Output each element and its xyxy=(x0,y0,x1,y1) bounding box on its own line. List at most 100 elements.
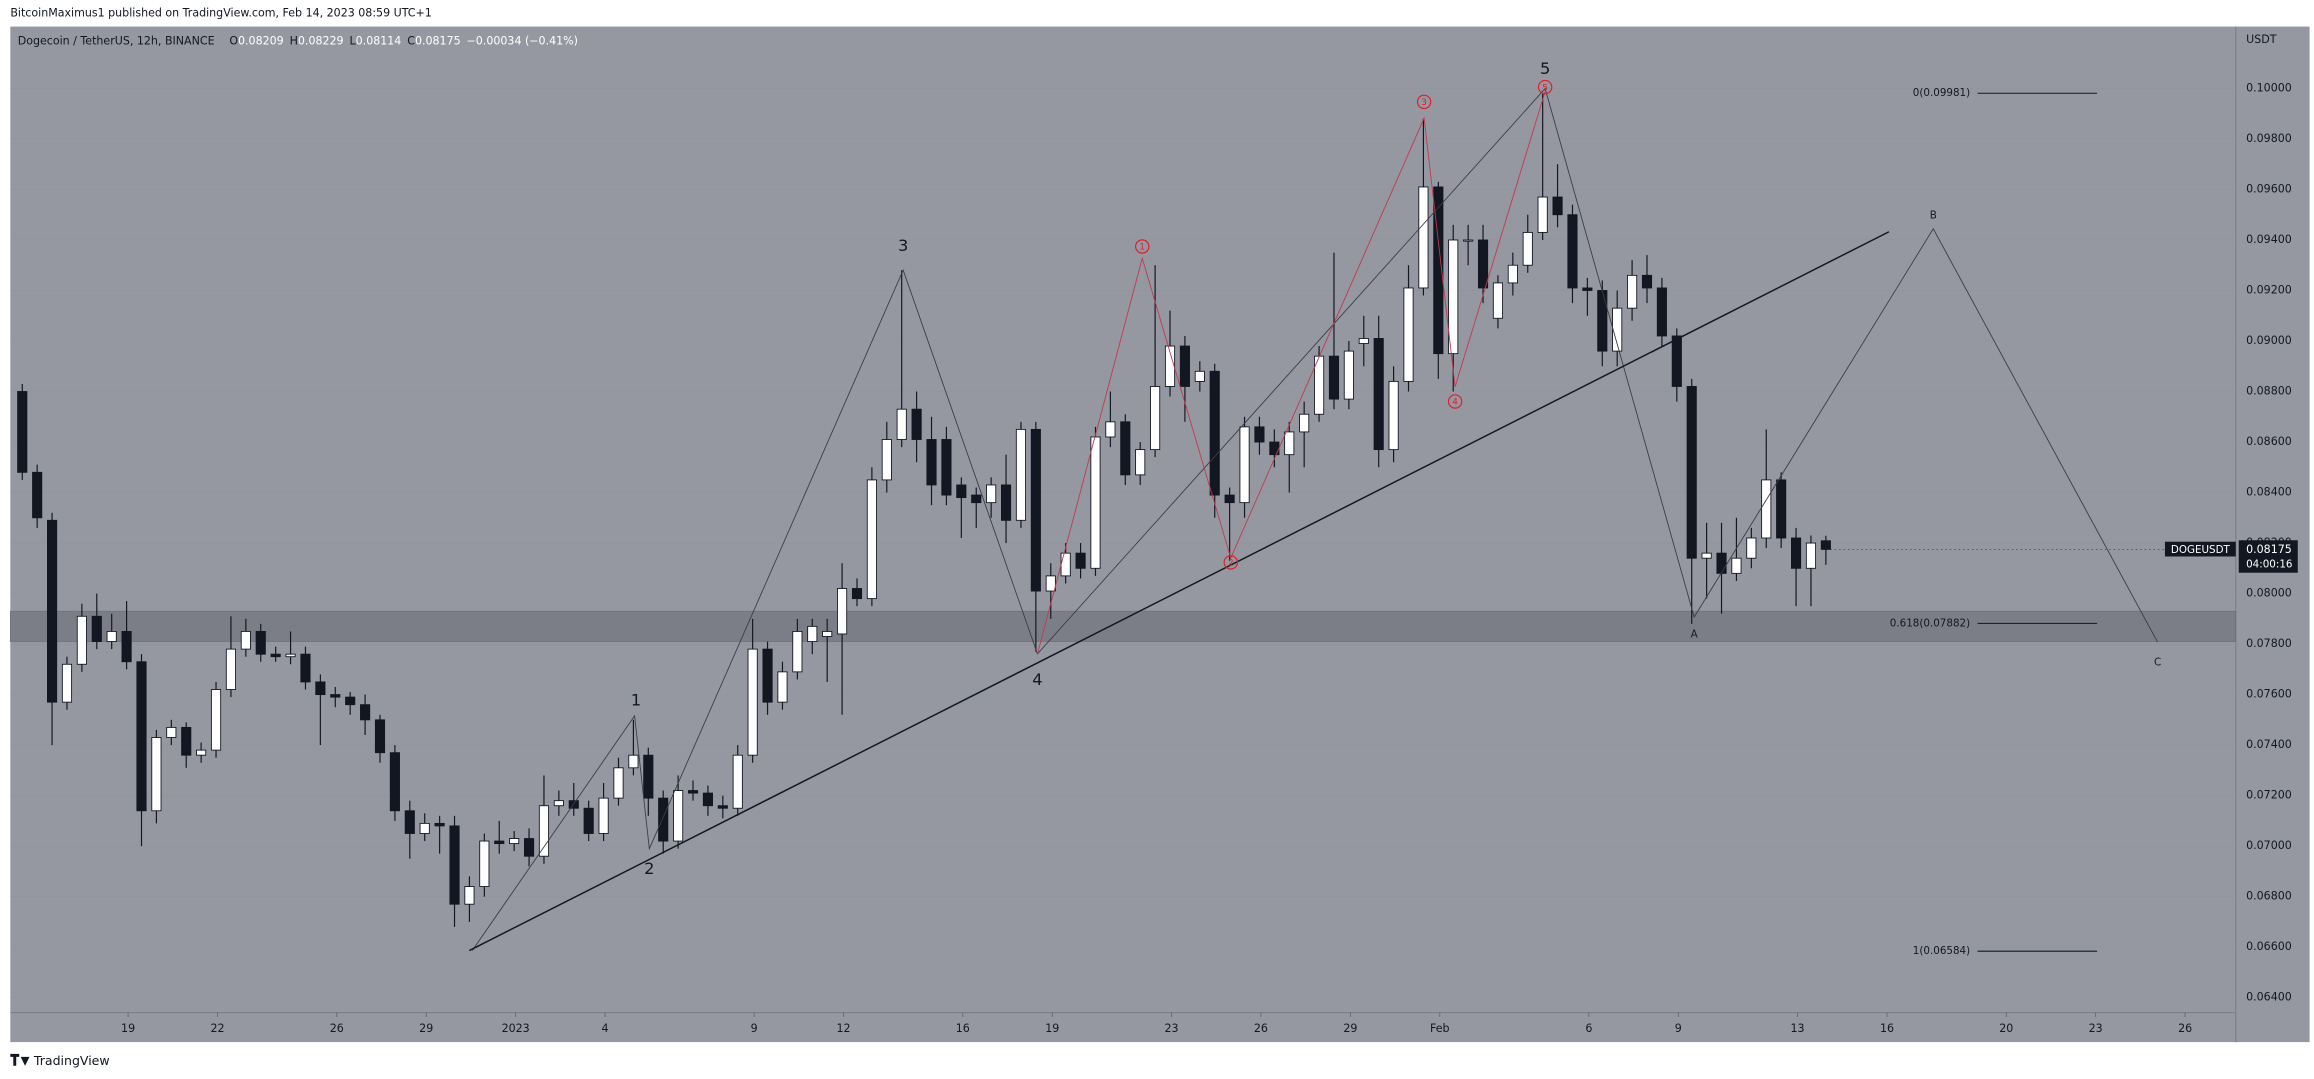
wave-label: C xyxy=(2154,657,2161,669)
candle-body xyxy=(1686,386,1697,559)
candle-body xyxy=(866,479,877,600)
wave-label: 2 xyxy=(644,859,654,878)
y-tick-label: 0.06800 xyxy=(2246,890,2292,903)
candle-body xyxy=(404,810,415,834)
countdown: 04:00:16 xyxy=(2246,559,2292,571)
y-unit: USDT xyxy=(2246,33,2277,46)
candle-body xyxy=(1015,428,1027,521)
candle-body xyxy=(1254,426,1265,443)
candle-body xyxy=(1343,350,1354,400)
y-tick-label: 0.08000 xyxy=(2246,587,2292,600)
candle-body xyxy=(509,838,520,845)
symbol-tag: DOGEUSDT xyxy=(2171,544,2231,556)
candle-body xyxy=(538,805,550,857)
candle-body xyxy=(792,630,803,673)
wave-label: 4 xyxy=(1032,670,1042,689)
sub-wave-circle xyxy=(1416,94,1432,110)
x-tick-label: 16 xyxy=(1880,1022,1894,1035)
y-tick-label: 0.08400 xyxy=(2246,486,2292,499)
legend-key: L xyxy=(350,34,357,47)
x-tick-label: 20 xyxy=(1999,1022,2013,1035)
candle-body xyxy=(1060,552,1071,577)
legend-key: H xyxy=(290,34,298,47)
legend-value: 0.08229 xyxy=(298,34,344,47)
candle-body xyxy=(61,663,73,703)
sub-wave-circle xyxy=(1447,394,1463,409)
x-tick-label: 26 xyxy=(330,1022,344,1035)
y-tick-label: 0.09600 xyxy=(2246,182,2292,195)
candle-body xyxy=(210,689,222,751)
candle-body xyxy=(1194,370,1205,382)
candle-body xyxy=(658,797,669,842)
candle-body xyxy=(1373,338,1384,451)
y-tick-label: 0.08600 xyxy=(2246,435,2292,448)
candle-body xyxy=(941,439,952,496)
candle-body xyxy=(479,840,490,887)
sub-wave-label: 4 xyxy=(1452,398,1458,408)
candle-body xyxy=(1790,537,1802,569)
candle-body xyxy=(1776,479,1787,539)
x-tick-label: 29 xyxy=(419,1022,433,1035)
sub-wave-lines xyxy=(1037,91,1546,655)
y-tick-label: 0.07000 xyxy=(2246,839,2292,852)
legend: Dogecoin / TetherUS, 12h, BINANCE O0.0820… xyxy=(18,34,578,47)
candle-body xyxy=(896,408,907,440)
symbol-tag-bg xyxy=(2164,541,2236,557)
legend-value: 0.08209 xyxy=(238,34,284,47)
candle-body xyxy=(1567,214,1578,289)
candle-body xyxy=(434,822,445,827)
candle-body xyxy=(1284,431,1295,456)
candle-body xyxy=(822,630,833,637)
candle-body xyxy=(702,792,713,807)
x-tick-label: 2023 xyxy=(502,1022,530,1035)
candle-body xyxy=(1403,287,1414,382)
x-tick-label: 23 xyxy=(2089,1022,2103,1035)
candle-body xyxy=(673,790,684,842)
sub-wave-label: 1 xyxy=(1139,243,1145,253)
sub-wave-circle xyxy=(1135,239,1150,254)
candle-body xyxy=(1209,370,1220,496)
x-tick-label: 26 xyxy=(2178,1022,2192,1035)
candle-body xyxy=(181,726,192,756)
candle-body xyxy=(1537,196,1548,233)
candle-body xyxy=(777,671,788,703)
candle-body xyxy=(807,625,818,642)
wave-label: 3 xyxy=(898,236,908,255)
publisher: BitcoinMaximus1 published on TradingView… xyxy=(10,6,431,19)
candle-body xyxy=(1507,264,1518,284)
x-tick-label: 9 xyxy=(1675,1022,1682,1035)
candle-body xyxy=(747,648,758,756)
x-tick-label: 19 xyxy=(121,1022,135,1035)
candle-body xyxy=(1090,436,1101,569)
candle-body xyxy=(1492,282,1504,319)
candle-body xyxy=(1299,413,1310,433)
legend-change: −0.00034 (−0.41%) xyxy=(467,34,578,47)
candle-body xyxy=(1269,441,1280,456)
x-tick-label: 4 xyxy=(602,1022,609,1035)
fib-label: 0.618(0.07882) xyxy=(1890,617,1970,629)
candle-body xyxy=(389,752,400,812)
trendline xyxy=(468,231,1890,952)
candle-body xyxy=(1627,274,1638,309)
candle-body xyxy=(1805,542,1817,569)
legend-key: O xyxy=(229,34,238,47)
candle-body xyxy=(1656,287,1667,337)
legend-title: Dogecoin / TetherUS, 12h, BINANCE xyxy=(18,34,215,47)
candle-body xyxy=(523,838,535,857)
candle-body xyxy=(419,822,430,834)
candle-body xyxy=(464,886,475,905)
y-tick-label: 0.07400 xyxy=(2246,738,2292,751)
sub-wave-label: 3 xyxy=(1421,98,1427,108)
x-tick-label: 29 xyxy=(1343,1022,1357,1035)
candle-body xyxy=(47,519,58,703)
logo xyxy=(10,1053,30,1066)
x-tick-label: 26 xyxy=(1254,1022,1268,1035)
candle-body xyxy=(1522,231,1533,266)
candle-body xyxy=(1418,186,1429,289)
candle-body xyxy=(643,754,654,799)
candle-body xyxy=(837,588,848,635)
candle-body xyxy=(1239,426,1250,504)
candle-body xyxy=(1448,239,1459,355)
candle-body xyxy=(1671,335,1682,387)
sub-wave-circle xyxy=(1223,555,1239,570)
